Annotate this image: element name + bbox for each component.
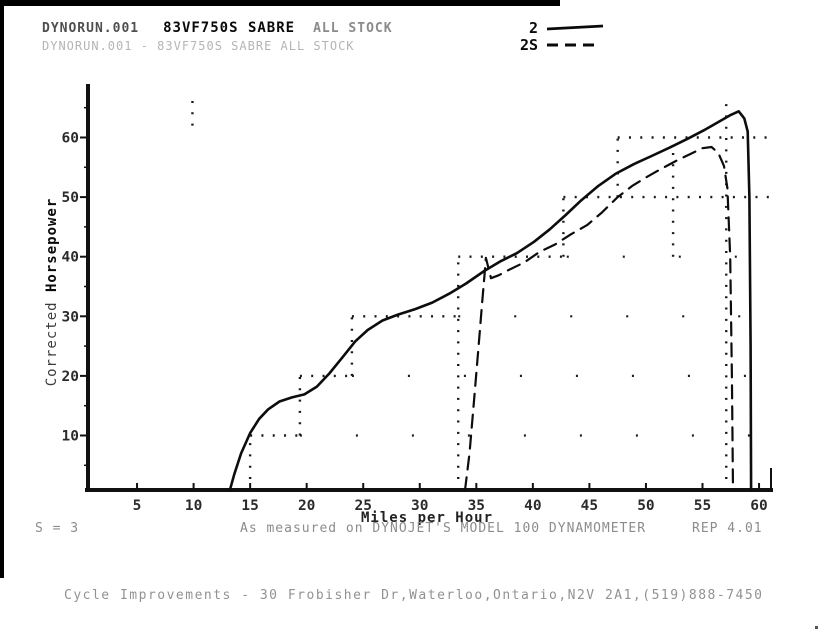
legend-label: 2S — [519, 35, 538, 54]
svg-text:55: 55 — [694, 498, 711, 514]
svg-text:30: 30 — [411, 498, 428, 514]
svg-text:45: 45 — [581, 498, 598, 514]
svg-text:60: 60 — [62, 131, 79, 147]
y-axis-label-normal: Corrected — [44, 292, 60, 387]
svg-text:20: 20 — [62, 369, 79, 385]
y-axis-label-bold: Horsepower — [44, 197, 60, 292]
legend-line-dashed — [547, 43, 601, 46]
svg-text:35: 35 — [468, 498, 485, 514]
run-header-secondary: DYNORUN.001 - 83VF750S SABRE ALL STOCK — [42, 39, 355, 53]
svg-text:20: 20 — [298, 498, 315, 514]
svg-text:15: 15 — [241, 498, 258, 514]
svg-text:50: 50 — [62, 190, 79, 206]
smoothing-factor: S = 3 — [35, 521, 80, 536]
svg-text:40: 40 — [62, 250, 79, 266]
svg-text:30: 30 — [62, 309, 79, 325]
svg-text:50: 50 — [637, 498, 654, 514]
svg-text:10: 10 — [62, 429, 79, 445]
legend: 2 2S — [496, 18, 607, 54]
legend-row-run2s: 2S — [496, 35, 607, 54]
run-header-primary: DYNORUN.001 83VF750S SABRE ALL STOCK — [42, 20, 393, 36]
legend-label: 2 — [528, 18, 538, 37]
legend-line-solid — [546, 24, 604, 30]
report-version: REP 4.01 — [692, 521, 763, 536]
run-condition: ALL STOCK — [313, 21, 393, 36]
svg-text:60: 60 — [750, 498, 767, 514]
stray-dot — [815, 626, 818, 629]
scan-border-left — [0, 0, 4, 578]
svg-text:25: 25 — [354, 498, 371, 514]
measurement-note: As measured on DYNOJET'S MODEL 100 DYNAM… — [240, 521, 647, 536]
shop-address-footer: Cycle Improvements - 30 Frobisher Dr,Wat… — [64, 588, 764, 603]
legend-row-run2: 2 — [496, 18, 607, 37]
run-title: 83VF750S SABRE — [163, 20, 296, 36]
svg-text:10: 10 — [185, 498, 202, 514]
run-file-name: DYNORUN.001 — [42, 21, 140, 36]
x-axis-label: Miles per Hour — [361, 510, 494, 526]
scan-border-top — [0, 0, 560, 6]
svg-text:40: 40 — [524, 498, 541, 514]
y-axis-label: Corrected Horsepower — [44, 198, 60, 387]
svg-text:5: 5 — [133, 498, 142, 514]
